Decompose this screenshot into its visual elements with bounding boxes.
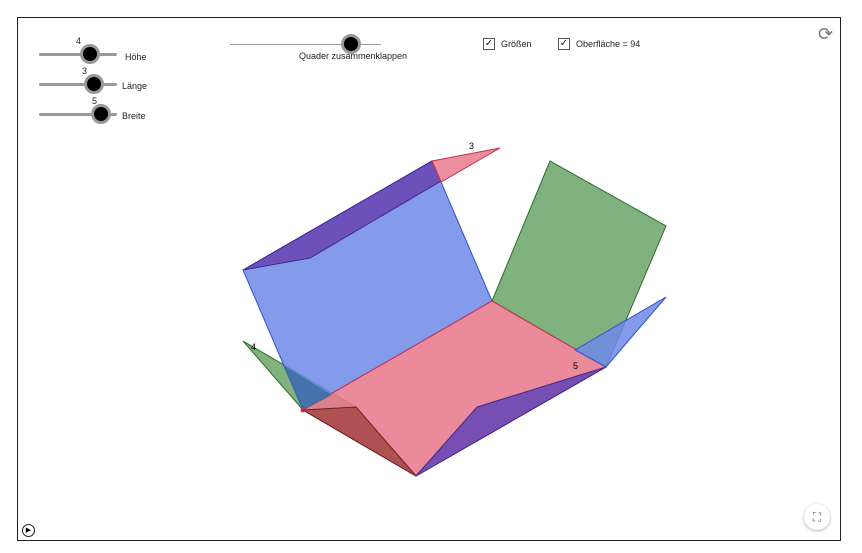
check-icon: ✓ [558, 38, 570, 50]
slider-laenge-label: Länge [122, 81, 148, 91]
slider-hoehe-value: 4 [76, 36, 82, 46]
pink-top-flap [431, 147, 501, 183]
checkbox-oberflaeche[interactable]: ✓ Oberfläche = 94 [558, 38, 640, 50]
check-icon: ✓ [483, 38, 495, 50]
applet-frame [17, 17, 841, 541]
edge-label-right: 5 [573, 361, 578, 371]
purple-bottom-strip [415, 366, 607, 477]
edge-label-top: 3 [469, 141, 474, 151]
fold-slider-label: Quader zusammenklappen [299, 51, 408, 61]
play-icon[interactable]: ▶ [22, 524, 35, 537]
checkbox-groessen[interactable]: ✓ Größen [483, 38, 532, 50]
fold-point[interactable] [300, 407, 306, 413]
slider-breite-value: 5 [92, 96, 98, 106]
checkbox-oberflaeche-label: Oberfläche = 94 [576, 39, 641, 49]
blue-left-overlap [283, 365, 332, 410]
slider-laenge-value: 3 [82, 66, 88, 76]
dark-red-overlap [301, 406, 417, 477]
refresh-icon[interactable]: ⟳ [818, 24, 834, 44]
fullscreen-icon[interactable]: ⛶ [804, 504, 830, 530]
slider-hoehe-label: Höhe [125, 52, 147, 62]
checkbox-groessen-label: Größen [501, 39, 532, 49]
blue-right-flap [573, 296, 667, 368]
edge-label-left: 4 [251, 342, 256, 352]
slider-breite-label: Breite [122, 111, 146, 121]
